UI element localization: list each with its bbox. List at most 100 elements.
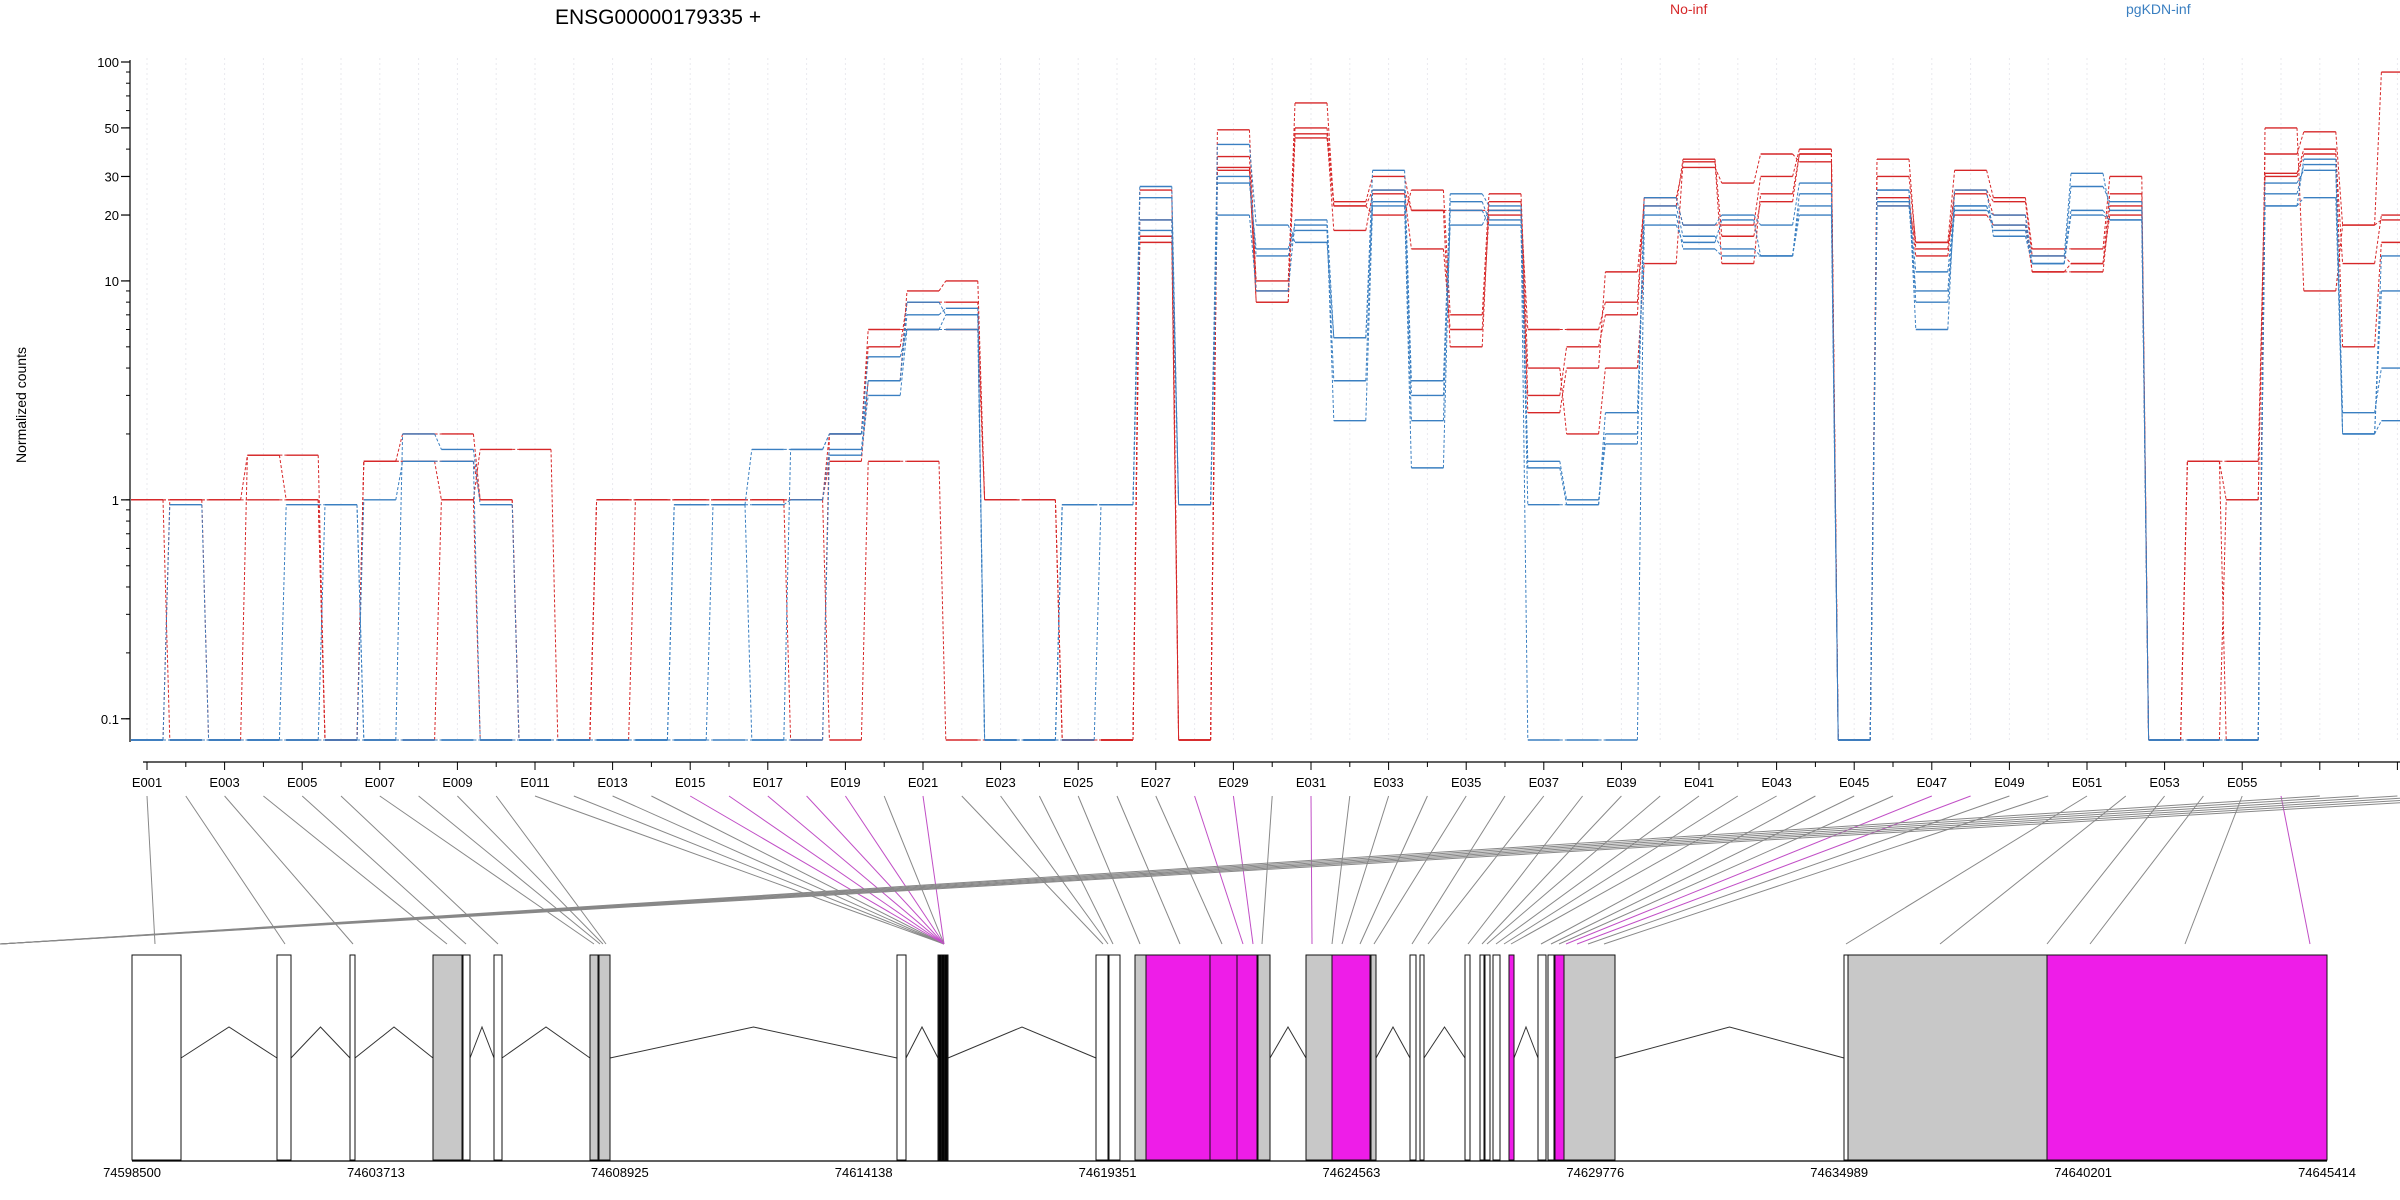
exon-connector — [1558, 795, 1894, 945]
data-connector — [1559, 367, 1568, 413]
data-connector — [511, 504, 520, 741]
data-connector — [2296, 148, 2305, 174]
series-pgkdn-inf-5 — [131, 169, 2400, 741]
x-axis: E001 E003 E005 E007 E009 E011 E013 E015 E017 E019… — [132, 761, 2400, 790]
data-connector — [1093, 504, 1102, 741]
exon-connector — [1261, 795, 1273, 945]
series-no-inf-2 — [131, 131, 2400, 741]
data-connector — [2102, 186, 2111, 202]
data-connector — [1675, 159, 1684, 207]
exon-connector — [689, 795, 945, 945]
exon-connector — [2046, 795, 2165, 945]
coord-label: 74634989 — [1810, 1165, 1868, 1180]
coord-label: 74608925 — [591, 1165, 649, 1180]
data-connector — [1248, 176, 1257, 257]
data-connector — [1404, 193, 1412, 249]
x-tick-label: E053 — [2149, 775, 2179, 790]
exon-connector — [1155, 795, 1223, 945]
data-connector — [472, 499, 481, 741]
series-no-inf-3 — [131, 137, 2400, 741]
y-tick-label: 10 — [105, 274, 119, 289]
data-connector — [822, 433, 830, 450]
data-connector — [1636, 215, 1645, 413]
data-connector — [1598, 271, 1606, 369]
x-tick-label: E035 — [1451, 775, 1481, 790]
y-axis-label: Normalized counts — [13, 347, 29, 463]
exon-connector — [495, 795, 607, 945]
data-connector — [1210, 215, 1218, 505]
data-connector — [2374, 367, 2382, 413]
data-connector — [2102, 214, 2111, 221]
data-connector — [1908, 159, 1917, 249]
intron — [609, 1026, 898, 1059]
data-connector — [1171, 219, 1180, 505]
y-tick-label: 30 — [105, 169, 119, 184]
x-tick-label: E025 — [1063, 775, 1093, 790]
data-connector — [472, 461, 481, 741]
data-connector — [1171, 197, 1180, 505]
data-connector — [2335, 131, 2344, 226]
x-tick-label: E027 — [1141, 775, 1171, 790]
data-connector — [2296, 127, 2305, 291]
exon-connector — [1373, 795, 1467, 945]
x-tick-label: E001 — [132, 775, 162, 790]
data-connector — [550, 449, 559, 741]
data-connector — [395, 433, 404, 462]
data-connector — [938, 280, 947, 292]
intron — [947, 1026, 1097, 1059]
exon-block — [1108, 954, 1121, 1161]
exon-connector — [1427, 795, 1545, 945]
data-connector — [2257, 205, 2266, 741]
data-connector — [2335, 224, 2344, 291]
data-connector — [783, 449, 792, 741]
exon-connector — [961, 795, 1104, 945]
exon-connector — [1467, 795, 1583, 945]
exon-connector — [1000, 795, 1109, 945]
data-connector — [395, 461, 404, 500]
data-connector — [938, 314, 947, 330]
legend-entry-no-inf: No-inf — [1670, 1, 1707, 17]
data-connector — [2374, 71, 2382, 226]
data-connector — [1869, 205, 1878, 741]
exon-connector — [612, 795, 945, 945]
data-connector — [1365, 205, 1374, 421]
data-connector — [1404, 189, 1412, 211]
data-connector — [977, 302, 986, 500]
data-connector — [1481, 201, 1490, 221]
data-connector — [1714, 161, 1723, 264]
gene-model — [131, 954, 2328, 1161]
data-connector — [434, 499, 442, 741]
data-connector — [1908, 190, 1917, 330]
exon-block — [1134, 954, 1147, 1161]
intron — [1513, 1025, 1539, 1059]
exon-connector — [767, 795, 945, 945]
data-connector — [1675, 205, 1684, 237]
data-connector — [1404, 170, 1412, 381]
data-connector — [2296, 131, 2305, 155]
data-connector — [2102, 210, 2111, 221]
data-connector — [2218, 461, 2227, 741]
data-connector — [2218, 499, 2227, 741]
data-connector — [860, 346, 869, 434]
data-connector — [472, 449, 481, 505]
data-connector — [744, 449, 753, 505]
exon-connector — [1576, 795, 1971, 945]
x-tick-label: E017 — [753, 775, 783, 790]
data-connector — [822, 455, 830, 741]
data-connector — [201, 504, 210, 741]
data-connector — [2296, 170, 2305, 184]
exon-block — [1305, 954, 1333, 1161]
data-connector — [2296, 159, 2305, 207]
data-connector — [1986, 205, 1994, 231]
data-connector — [1792, 205, 1800, 257]
data-connector — [744, 504, 753, 741]
x-tick-label: E033 — [1373, 775, 1403, 790]
x-tick-label: E003 — [209, 775, 239, 790]
data-connector — [938, 307, 947, 316]
exon-connector — [922, 795, 945, 945]
exon-block — [1409, 954, 1417, 1161]
data-connector — [1753, 153, 1762, 184]
data-connector — [860, 395, 869, 456]
data-connector — [1248, 214, 1257, 291]
